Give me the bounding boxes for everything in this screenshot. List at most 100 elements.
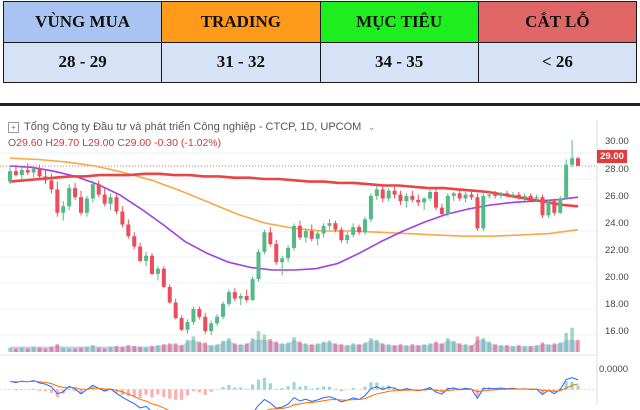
histogram-bar (209, 389, 213, 392)
candle-body (185, 322, 190, 330)
volume-bar (274, 341, 279, 352)
volume-bar (67, 348, 71, 352)
buy-zone-header: VÙNG MUA (2, 1, 163, 43)
volume-bar (422, 344, 426, 352)
histogram-bar (428, 387, 432, 390)
volume-bar (410, 344, 415, 352)
histogram-bar (298, 386, 302, 390)
volume-bar (428, 343, 432, 352)
volume-bar (457, 343, 462, 352)
candle-body (8, 171, 12, 182)
candle-body (238, 296, 243, 299)
buy-zone-value: 28 - 29 (2, 41, 163, 83)
candle-body (463, 194, 468, 199)
volume-bar (469, 345, 474, 352)
volume-bar (179, 345, 184, 352)
candle-body (416, 199, 421, 203)
volume-bar (564, 332, 568, 352)
candle-body (49, 180, 54, 190)
volume-bar (227, 338, 231, 352)
candle-body (138, 246, 143, 261)
volume-bar (552, 343, 557, 352)
candle-body (451, 193, 456, 196)
volume-bar (286, 342, 290, 352)
candle-body (386, 190, 391, 199)
chart-legend: + Tổng Công ty Đầu tư và phát triển Công … (8, 121, 376, 149)
candle-body (428, 192, 433, 199)
volume-bar (416, 345, 421, 352)
macd-line (9, 377, 579, 410)
volume-bar (244, 343, 249, 352)
ohlc-readout: O29.60 H29.70 L29.00 C29.00 -0.30 (-1.02… (8, 137, 222, 149)
volume-bar (91, 345, 95, 352)
volume-bar (43, 348, 48, 352)
volume-bar (233, 343, 237, 352)
candle-body (499, 193, 504, 196)
histogram-bar (156, 389, 160, 395)
candle-body (250, 279, 255, 300)
chevron-icon[interactable]: ⌄ (367, 122, 376, 133)
candle-body (445, 195, 450, 215)
expand-icon[interactable]: + (8, 121, 19, 133)
volume-bar (522, 345, 527, 352)
histogram-bar (363, 386, 367, 390)
volume-bar (404, 345, 409, 352)
candle-body (345, 234, 350, 241)
target-zone-header: MỤC TIÊU (319, 1, 479, 43)
candle-body (232, 292, 237, 299)
volume-bar (25, 348, 30, 352)
candle-body (90, 184, 95, 199)
histogram-bar (221, 386, 225, 390)
volume-bar (102, 348, 107, 352)
volume-bar (528, 345, 533, 352)
volume-bar (292, 337, 296, 352)
candle-body (297, 225, 302, 238)
histogram-bar (321, 386, 326, 390)
volume-bar (162, 344, 166, 352)
candle-body (268, 232, 273, 244)
candle-body (167, 286, 172, 303)
candle-body (19, 169, 24, 176)
candle-body (226, 292, 231, 304)
candle-body (155, 268, 160, 274)
volume-bar (357, 344, 361, 352)
candle-body (197, 309, 202, 317)
volume-bar (280, 343, 284, 352)
candle-body (481, 195, 486, 229)
histogram-bar (32, 388, 36, 390)
candle-body (79, 197, 83, 213)
histogram-bar (138, 389, 142, 399)
histogram-bar (132, 389, 136, 397)
price-chart[interactable] (0, 118, 640, 410)
volume-bar (209, 345, 213, 352)
volume-bar (221, 340, 225, 352)
volume-bar (108, 346, 113, 352)
candle-body (510, 194, 515, 196)
y-tick-label: 16.00 (605, 326, 629, 337)
y-tick-label: 24.00 (605, 218, 629, 229)
candle-body (13, 171, 18, 176)
volume-bar (250, 338, 255, 352)
volume-bar (463, 344, 468, 352)
ohlc-low: 29.00 (88, 137, 115, 149)
histogram-bar (43, 389, 48, 392)
candle-body (351, 227, 356, 235)
histogram-bar (245, 388, 249, 390)
candle-body (286, 247, 291, 259)
histogram-bar (327, 386, 332, 390)
volume-bar (191, 336, 196, 352)
candle-body (540, 197, 545, 216)
histogram-bar (126, 389, 130, 397)
histogram-bar (280, 388, 284, 390)
candle-body (73, 188, 78, 198)
ohlc-open: 29.60 (16, 137, 43, 149)
histogram-bar (197, 389, 201, 393)
histogram-bar (499, 388, 503, 390)
candle-body (256, 251, 261, 280)
histogram-bar (268, 383, 272, 390)
trading-zones-table: VÙNG MUA TRADING MỤC TIÊU CẮT LỖ 28 - 29… (2, 1, 638, 83)
candle-body (398, 194, 403, 202)
candle-body (339, 229, 344, 241)
volume-bar (132, 345, 137, 352)
histogram-bar (262, 377, 267, 390)
